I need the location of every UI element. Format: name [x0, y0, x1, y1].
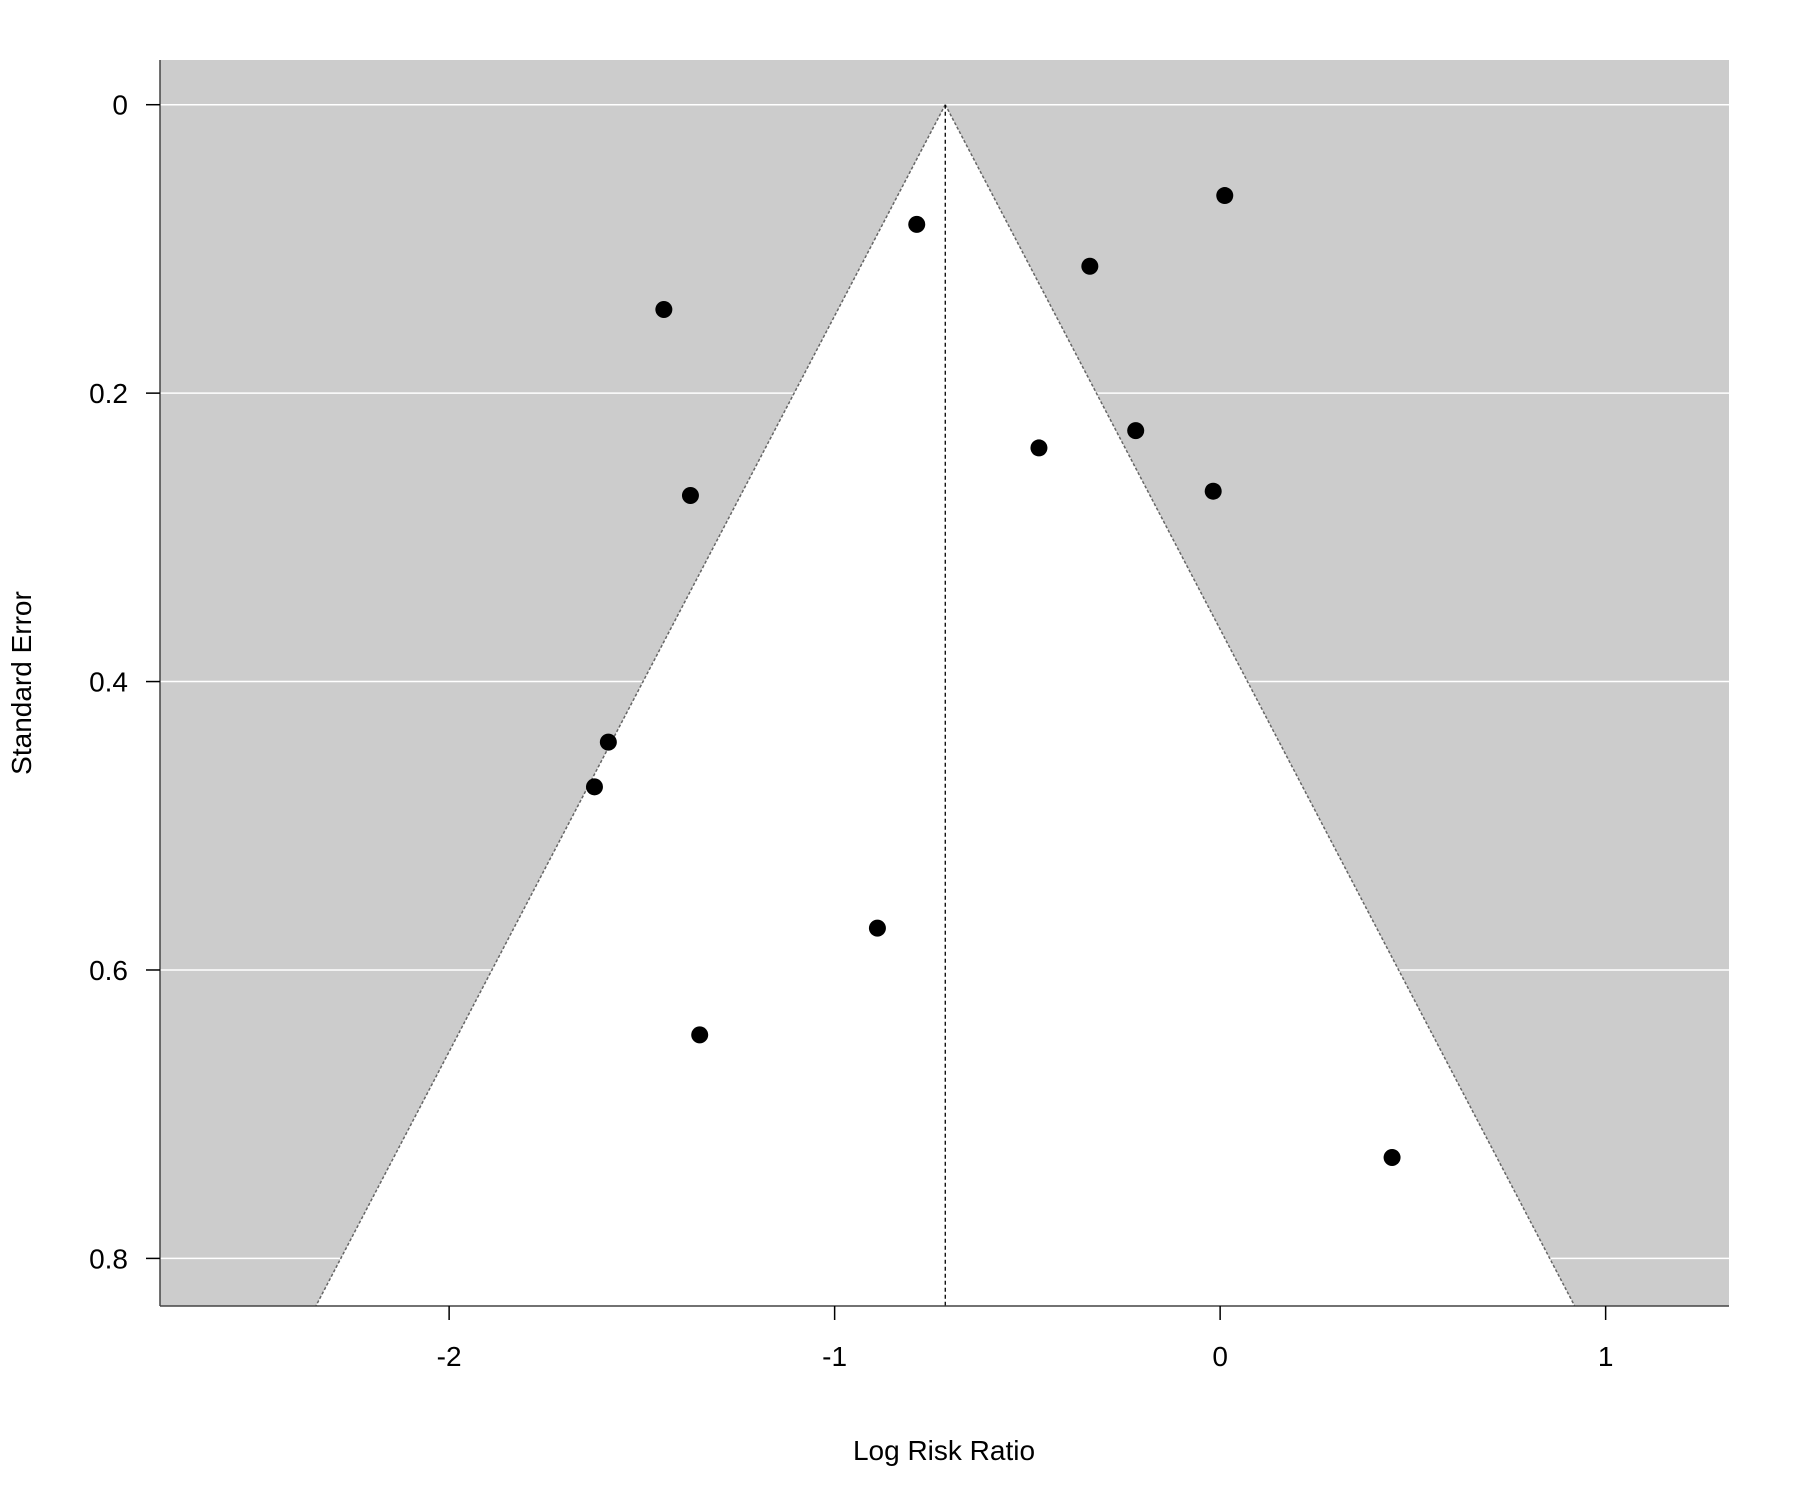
data-point — [681, 487, 699, 505]
data-point — [1081, 257, 1099, 275]
data-point — [1127, 422, 1145, 440]
x-tick-label: -1 — [822, 1341, 847, 1372]
funnel-left-boundary — [315, 104, 946, 1307]
data-point — [1030, 439, 1048, 457]
y-tick-label: 0.4 — [89, 667, 128, 698]
y-tick-label: 0.6 — [89, 955, 128, 986]
y-tick-label: 0.8 — [89, 1243, 128, 1274]
x-axis-title: Log Risk Ratio — [853, 1435, 1035, 1466]
y-tick-label: 0 — [112, 90, 128, 121]
x-tick-label: -2 — [437, 1341, 462, 1372]
funnel-right-boundary — [944, 104, 1576, 1307]
data-point — [1216, 187, 1234, 205]
data-point — [585, 778, 603, 796]
funnel-region — [315, 104, 1575, 1306]
data-point — [691, 1026, 709, 1044]
y-axis-title: Standard Error — [6, 591, 37, 775]
data-point — [655, 300, 673, 318]
x-tick-label: 1 — [1598, 1341, 1614, 1372]
data-point — [1383, 1148, 1401, 1166]
data-point — [1204, 482, 1222, 500]
data-point — [868, 919, 886, 937]
y-tick-label: 0.2 — [89, 378, 128, 409]
data-point — [599, 733, 617, 751]
data-point — [908, 215, 926, 233]
x-tick-label: 0 — [1212, 1341, 1228, 1372]
